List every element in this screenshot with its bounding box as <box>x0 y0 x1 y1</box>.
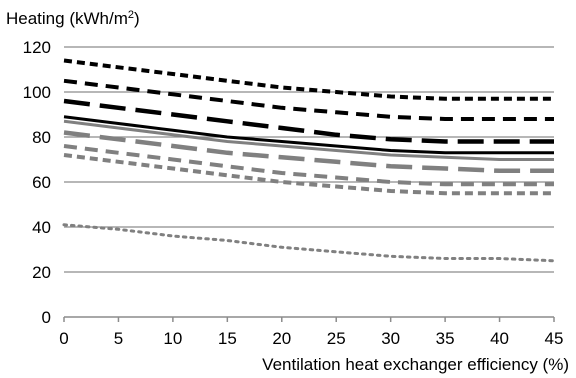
series-line-3 <box>63 98 554 144</box>
x-tick-label: 5 <box>114 329 123 348</box>
x-tick-label: 45 <box>545 329 564 348</box>
series-line-6 <box>63 130 554 174</box>
x-tick-label: 10 <box>163 329 182 348</box>
x-tick-label: 20 <box>272 329 291 348</box>
x-tick-labels: 0 5 10 15 20 25 30 35 40 45 <box>59 329 563 348</box>
y-tick-label: 0 <box>42 308 51 327</box>
y-axis-title-main: Heating (kWh/m <box>6 9 128 28</box>
y-axis-title-superscript: 2 <box>128 9 134 21</box>
y-axis-title-close: ) <box>134 9 140 28</box>
y-tick-label: 60 <box>32 173 51 192</box>
series-line-4 <box>63 115 554 155</box>
series-line-5 <box>63 119 554 161</box>
x-tick-label: 15 <box>218 329 237 348</box>
x-tick-label: 30 <box>381 329 400 348</box>
series-lines <box>62 58 556 263</box>
y-tick-labels: 0 20 40 60 80 100 120 <box>23 38 51 327</box>
y-tick-label: 20 <box>32 263 51 282</box>
x-tick-label: 35 <box>436 329 455 348</box>
series-line-1 <box>63 58 554 101</box>
axes <box>63 316 555 322</box>
y-tick-label: 100 <box>23 83 51 102</box>
x-tick-label: 0 <box>59 329 68 348</box>
series-line-7 <box>63 144 554 187</box>
series-line-2 <box>63 78 554 121</box>
y-tick-label: 40 <box>32 218 51 237</box>
y-tick-label: 80 <box>32 128 51 147</box>
x-tick-label: 25 <box>327 329 346 348</box>
series-line-8 <box>63 153 554 196</box>
series-line-9 <box>62 223 556 263</box>
y-axis-title: Heating (kWh/m2) <box>6 9 140 28</box>
gridlines <box>64 46 554 273</box>
x-axis-title: Ventilation heat exchanger efficiency (%… <box>262 355 569 374</box>
y-tick-label: 120 <box>23 38 51 57</box>
x-tick-label: 40 <box>490 329 509 348</box>
